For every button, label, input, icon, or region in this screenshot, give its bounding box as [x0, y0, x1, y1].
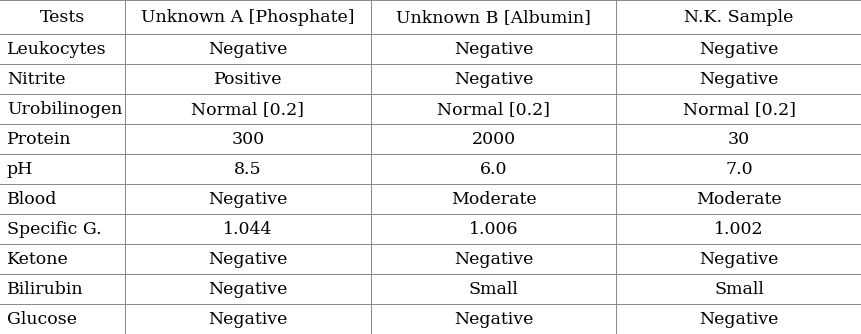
Text: Negative: Negative [208, 250, 288, 268]
Text: 1.044: 1.044 [223, 221, 272, 238]
Text: Urobilinogen: Urobilinogen [7, 101, 122, 118]
Text: Moderate: Moderate [450, 191, 536, 208]
Text: 300: 300 [231, 131, 264, 148]
Text: Moderate: Moderate [696, 191, 781, 208]
Text: Negative: Negative [208, 281, 288, 298]
Text: 30: 30 [728, 131, 749, 148]
Text: Leukocytes: Leukocytes [7, 41, 107, 58]
Text: Tests: Tests [40, 9, 85, 26]
Text: Small: Small [714, 281, 763, 298]
Text: Negative: Negative [208, 311, 288, 328]
Text: 2000: 2000 [471, 131, 515, 148]
Text: Blood: Blood [7, 191, 57, 208]
Text: Glucose: Glucose [7, 311, 77, 328]
Text: Specific G.: Specific G. [7, 221, 102, 238]
Text: Negative: Negative [698, 41, 778, 58]
Text: Bilirubin: Bilirubin [7, 281, 84, 298]
Text: Negative: Negative [453, 250, 533, 268]
Text: Normal [0.2]: Normal [0.2] [682, 101, 795, 118]
Text: Negative: Negative [453, 41, 533, 58]
Text: Small: Small [468, 281, 517, 298]
Text: Normal [0.2]: Normal [0.2] [191, 101, 304, 118]
Text: 1.002: 1.002 [714, 221, 763, 238]
Text: Negative: Negative [698, 311, 778, 328]
Text: Unknown B [Albumin]: Unknown B [Albumin] [395, 9, 591, 26]
Text: Ketone: Ketone [7, 250, 69, 268]
Text: Negative: Negative [453, 71, 533, 88]
Text: Unknown A [Phosphate]: Unknown A [Phosphate] [141, 9, 354, 26]
Text: Negative: Negative [698, 250, 778, 268]
Text: pH: pH [7, 161, 34, 178]
Text: Negative: Negative [453, 311, 533, 328]
Text: N.K. Sample: N.K. Sample [684, 9, 793, 26]
Text: 6.0: 6.0 [480, 161, 506, 178]
Text: Nitrite: Nitrite [7, 71, 65, 88]
Text: Negative: Negative [208, 41, 288, 58]
Text: 8.5: 8.5 [233, 161, 262, 178]
Text: Negative: Negative [698, 71, 778, 88]
Text: 1.006: 1.006 [468, 221, 517, 238]
Text: Protein: Protein [7, 131, 71, 148]
Text: 7.0: 7.0 [724, 161, 753, 178]
Text: Normal [0.2]: Normal [0.2] [437, 101, 549, 118]
Text: Negative: Negative [208, 191, 288, 208]
Text: Positive: Positive [214, 71, 282, 88]
